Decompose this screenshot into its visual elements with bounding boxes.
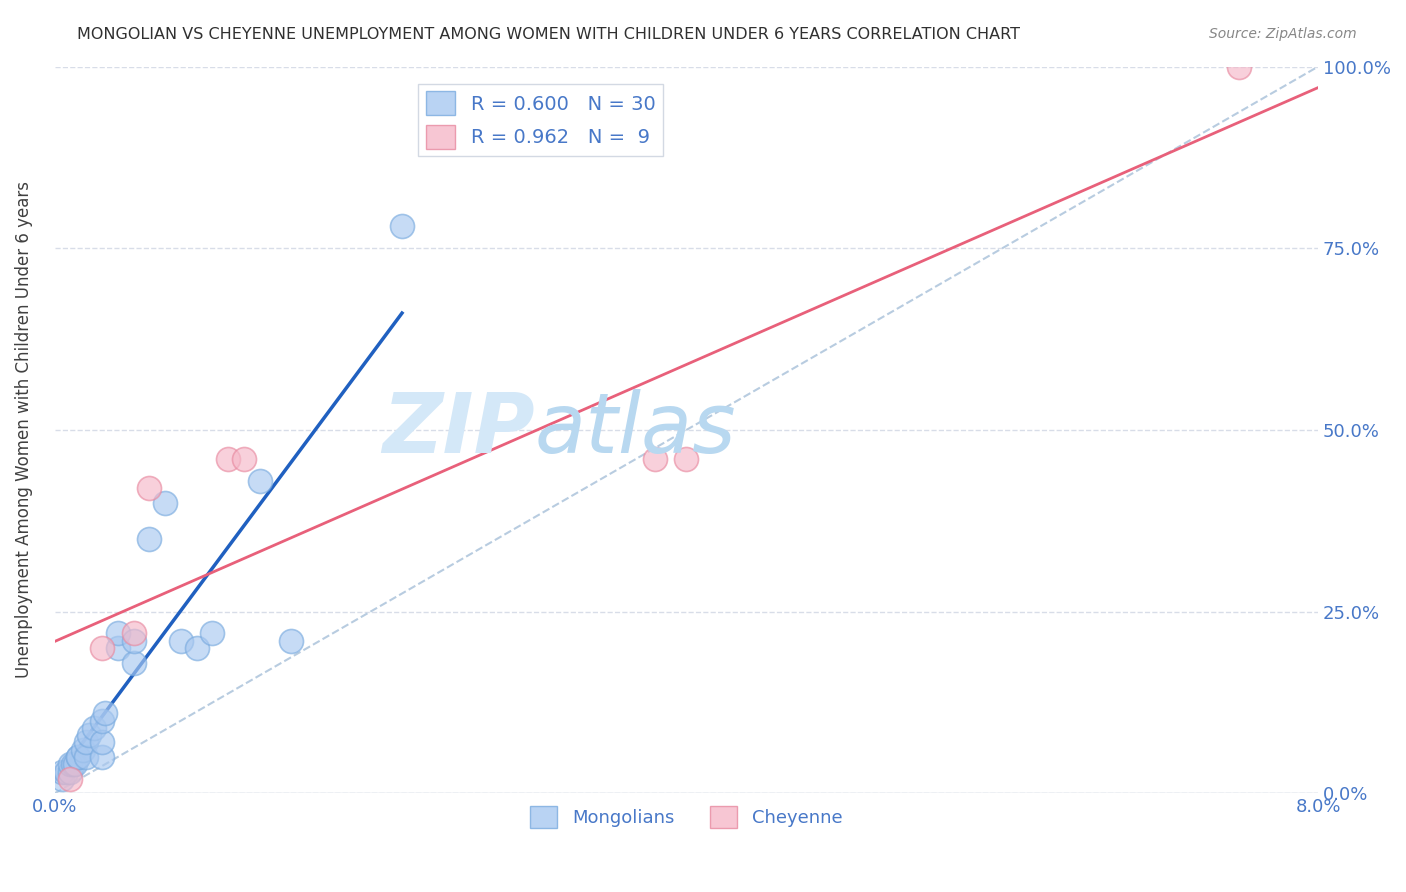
Point xyxy=(59,772,82,786)
Point xyxy=(72,743,94,757)
Point xyxy=(90,750,112,764)
Point xyxy=(75,750,97,764)
Point xyxy=(77,728,100,742)
Point xyxy=(75,735,97,749)
Point xyxy=(90,714,112,728)
Point xyxy=(59,764,82,779)
Point xyxy=(107,626,129,640)
Point xyxy=(90,735,112,749)
Point xyxy=(62,757,84,772)
Text: ZIP: ZIP xyxy=(382,390,534,470)
Point xyxy=(201,626,224,640)
Point xyxy=(280,633,302,648)
Point xyxy=(51,764,73,779)
Point xyxy=(122,633,145,648)
Point xyxy=(83,721,105,735)
Point xyxy=(1227,60,1250,74)
Point xyxy=(67,750,90,764)
Point xyxy=(59,757,82,772)
Y-axis label: Unemployment Among Women with Children Under 6 years: Unemployment Among Women with Children U… xyxy=(15,181,32,679)
Text: MONGOLIAN VS CHEYENNE UNEMPLOYMENT AMONG WOMEN WITH CHILDREN UNDER 6 YEARS CORRE: MONGOLIAN VS CHEYENNE UNEMPLOYMENT AMONG… xyxy=(77,27,1021,42)
Point xyxy=(90,640,112,655)
Point xyxy=(55,764,77,779)
Text: atlas: atlas xyxy=(534,390,737,470)
Point xyxy=(63,757,86,772)
Point xyxy=(94,706,117,721)
Point xyxy=(186,640,208,655)
Point xyxy=(107,640,129,655)
Point xyxy=(170,633,193,648)
Point xyxy=(675,452,697,467)
Point xyxy=(51,772,73,786)
Point xyxy=(391,219,413,234)
Point xyxy=(138,532,160,546)
Point xyxy=(122,656,145,670)
Point xyxy=(644,452,666,467)
Point xyxy=(233,452,256,467)
Point xyxy=(249,474,271,488)
Point xyxy=(122,626,145,640)
Legend: Mongolians, Cheyenne: Mongolians, Cheyenne xyxy=(523,798,849,835)
Point xyxy=(138,481,160,495)
Point xyxy=(67,750,90,764)
Point xyxy=(153,496,176,510)
Text: Source: ZipAtlas.com: Source: ZipAtlas.com xyxy=(1209,27,1357,41)
Point xyxy=(217,452,239,467)
